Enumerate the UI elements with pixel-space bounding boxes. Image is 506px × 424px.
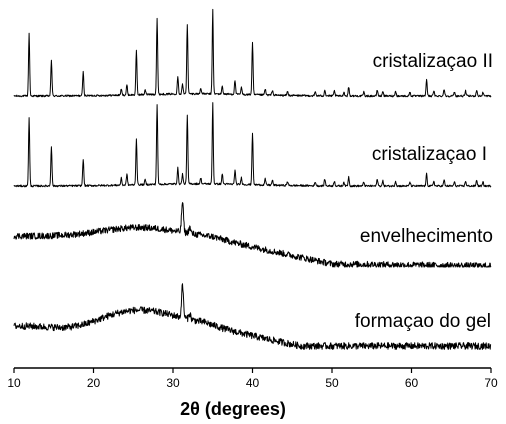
- x-axis-title: 2θ (degrees): [180, 399, 286, 419]
- series-label-envelhecimento: envelhecimento: [360, 226, 493, 247]
- pattern-traces: [13, 8, 492, 350]
- series-label-formacao-do-gel: formaçao do gel: [355, 311, 491, 332]
- x-tick-label: 30: [166, 376, 180, 390]
- series-line-3: [13, 202, 492, 268]
- series-line-2: [13, 102, 492, 188]
- series-label-cristalizacao-ii: cristalizaçao II: [373, 51, 493, 72]
- x-tick-label: 50: [325, 376, 339, 390]
- x-tick-label: 10: [7, 376, 21, 390]
- x-tick-label: 20: [87, 376, 101, 390]
- x-tick-label: 40: [246, 376, 260, 390]
- x-axis: 10 20 30 40 50 60 70: [7, 367, 498, 390]
- series-label-cristalizacao-i: cristalizaçao I: [372, 144, 487, 165]
- x-tick-label: 70: [484, 376, 498, 390]
- series-labels: cristalizaçao II cristalizaçao I envelhe…: [355, 51, 493, 332]
- series-line-4: [13, 283, 492, 350]
- series-line-1: [13, 8, 492, 98]
- x-tick-label: 60: [405, 376, 419, 390]
